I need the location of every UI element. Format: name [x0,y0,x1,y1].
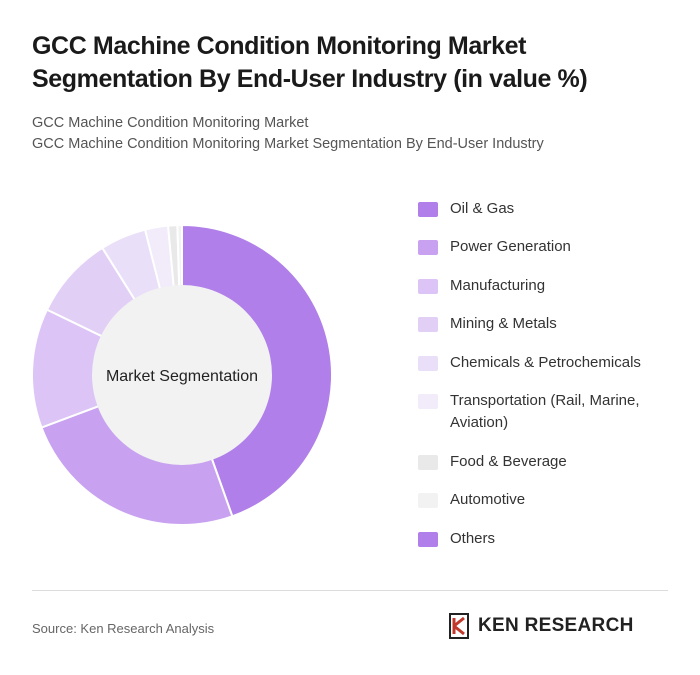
ken-logo-icon [449,613,469,639]
legend-label: Transportation (Rail, Marine, Aviation) [450,392,640,431]
source-note: Source: Ken Research Analysis [32,621,215,636]
legend-label: Manufacturing [450,277,546,294]
legend-swatch [418,317,438,332]
logo-text: KEN RESEARCH [478,615,634,636]
legend-swatch [418,394,438,409]
legend-swatch [418,532,438,547]
donut-center [92,285,272,465]
chart-subtitle: GCC Machine Condition Monitoring Market … [32,113,544,155]
legend-label: Oil & Gas [450,200,515,217]
legend-swatch [418,455,438,470]
footer-divider [32,590,668,591]
legend-item[interactable]: Others [418,528,675,550]
legend-item[interactable]: Food & Beverage [418,451,675,473]
legend-item[interactable]: Chemicals & Petrochemicals [418,352,675,374]
legend-label: Mining & Metals [450,315,557,332]
legend-label: Power Generation [450,238,571,255]
legend-item[interactable]: Oil & Gas [418,198,675,220]
legend-label: Others [450,530,496,547]
legend-label: Chemicals & Petrochemicals [450,354,641,371]
ken-research-logo: KEN RESEARCH [448,613,634,639]
legend-label: Automotive [450,491,526,508]
legend-item[interactable]: Manufacturing [418,275,675,297]
donut-chart: Market Segmentation [31,223,333,527]
legend-item[interactable]: Transportation (Rail, Marine, Aviation) [418,390,675,434]
legend-swatch [418,202,438,217]
legend-item[interactable]: Automotive [418,489,675,511]
center-label: Market Segmentation [106,368,258,385]
subtitle-line-2: GCC Machine Condition Monitoring Market … [32,136,544,152]
subtitle-line-1: GCC Machine Condition Monitoring Market [32,115,309,131]
legend-label: Food & Beverage [450,453,567,470]
legend-swatch [418,240,438,255]
legend-item[interactable]: Power Generation [418,236,675,258]
legend-item[interactable]: Mining & Metals [418,313,675,335]
legend-swatch [418,493,438,508]
legend-swatch [418,279,438,294]
chart-title: GCC Machine Condition Monitoring Market … [32,32,588,93]
legend-swatch [418,356,438,371]
